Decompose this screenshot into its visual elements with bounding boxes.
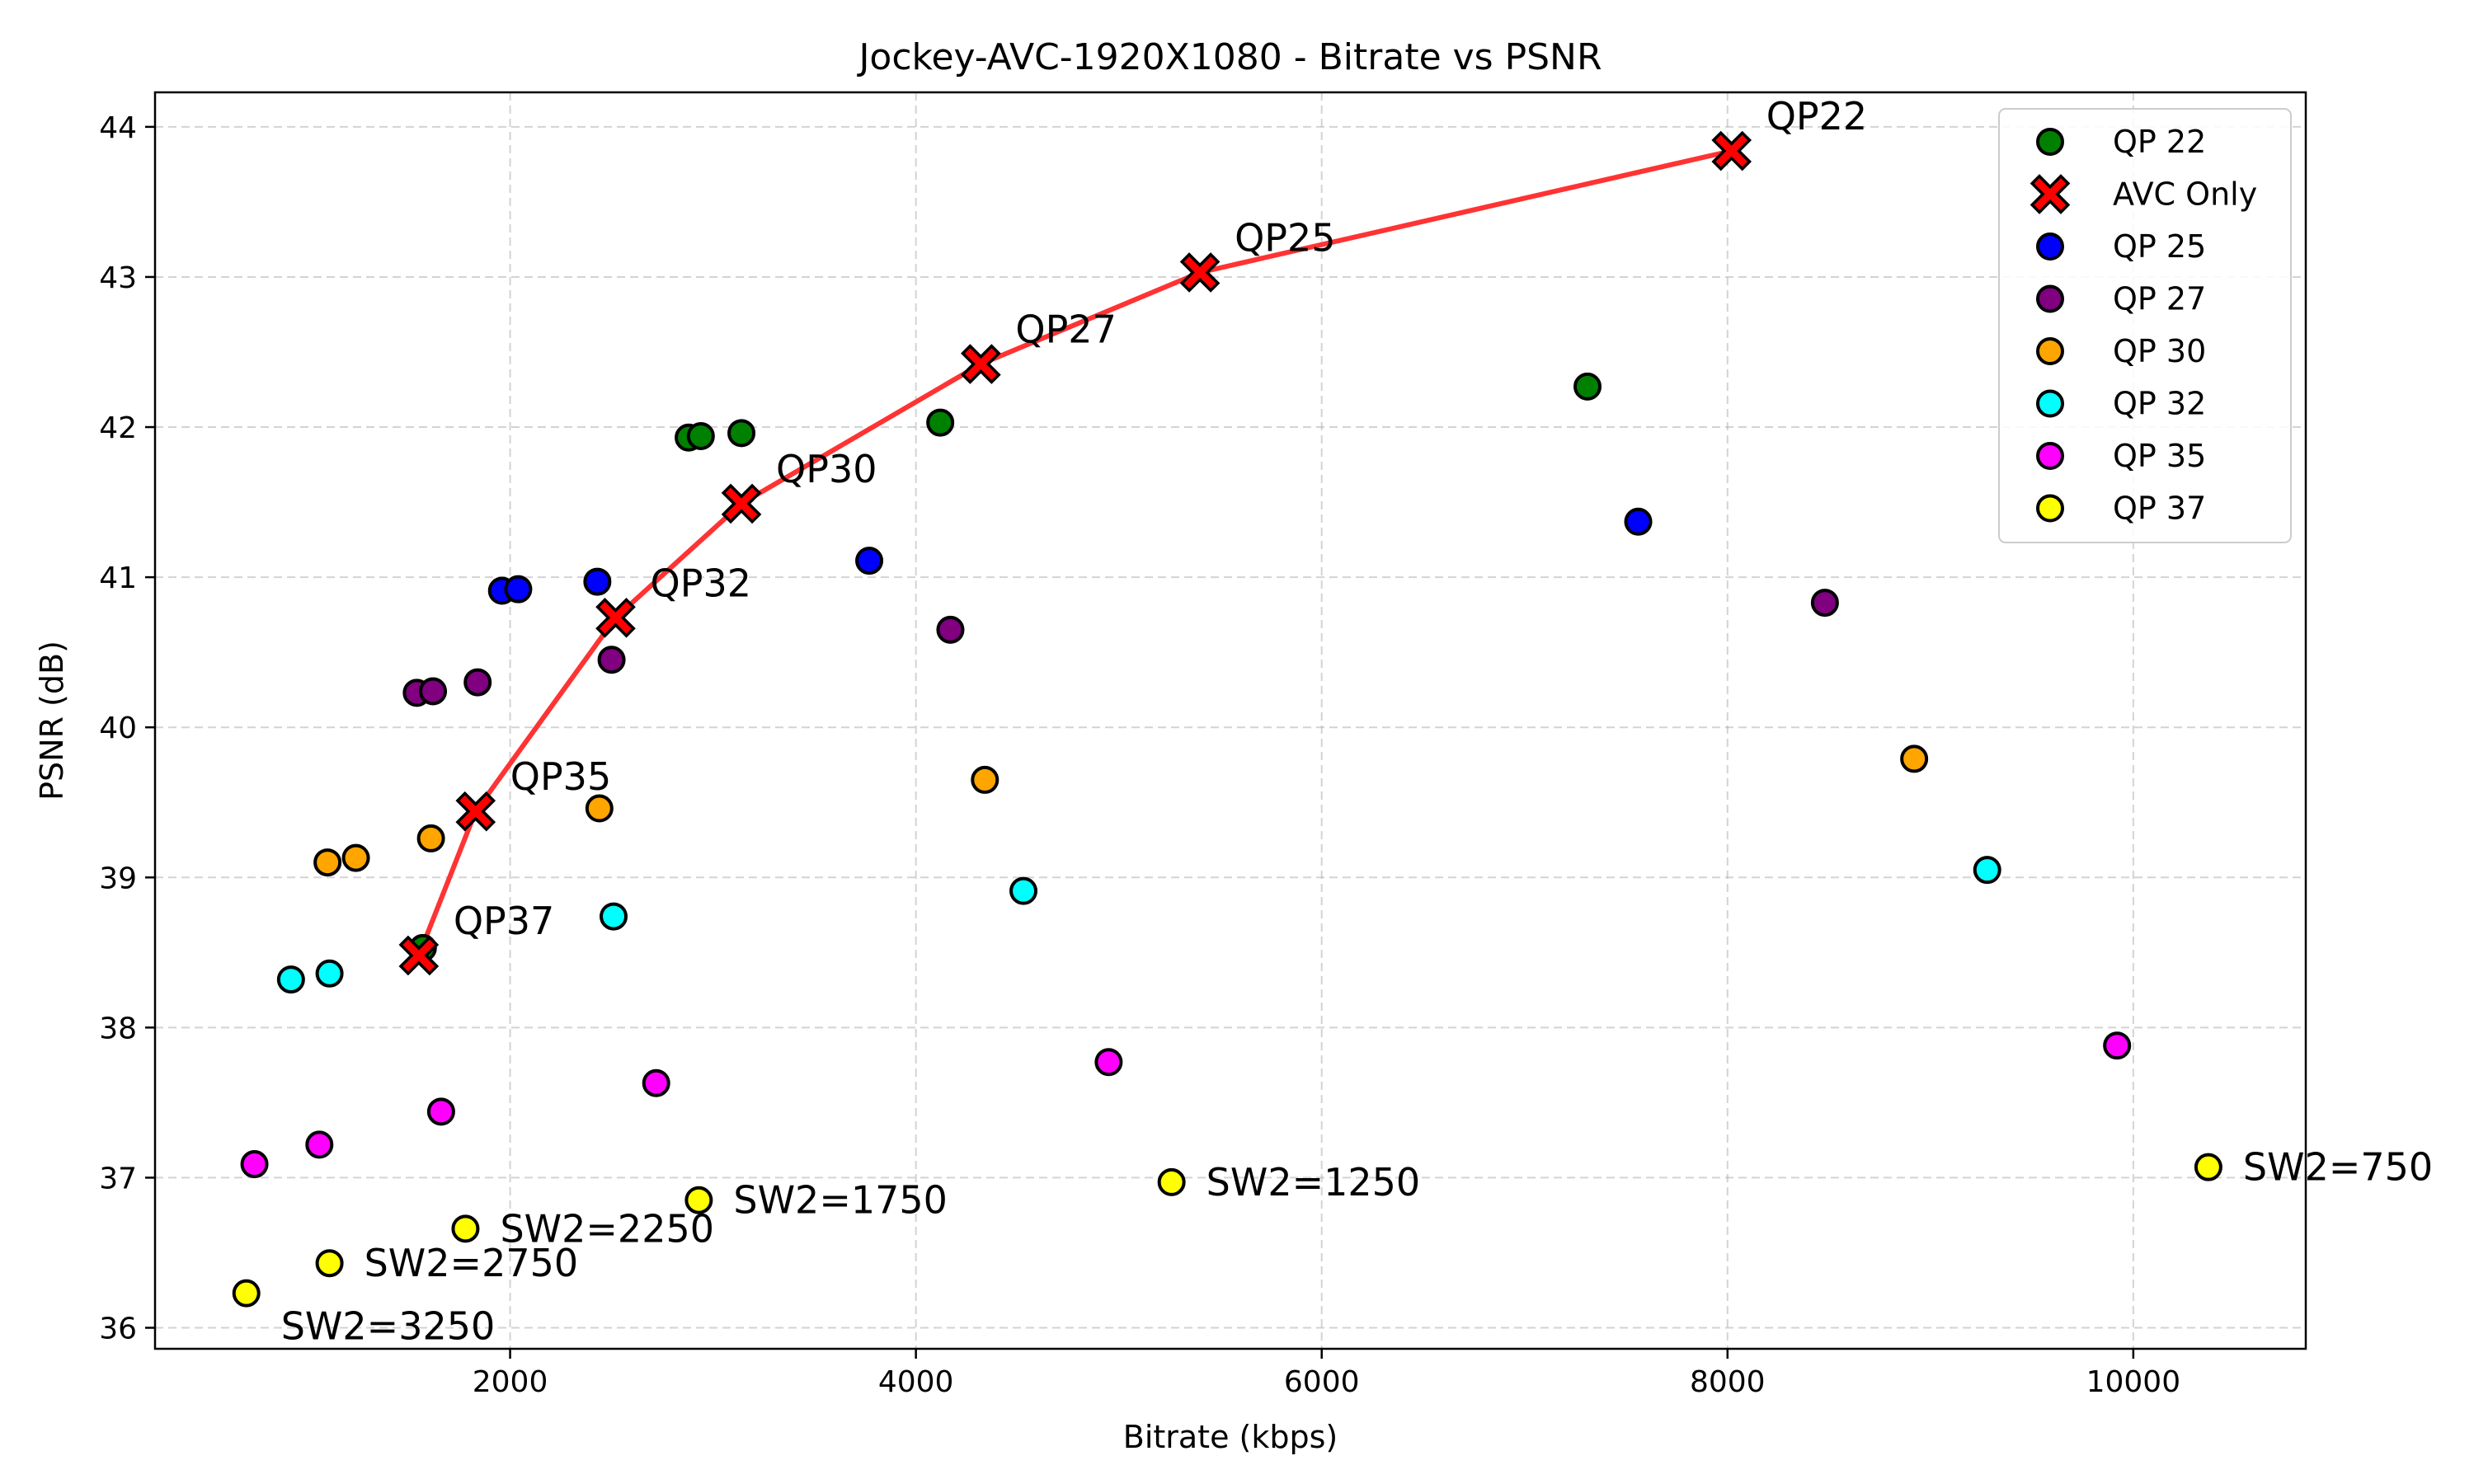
legend-marker-qp-25: [2036, 232, 2064, 261]
data-point-qp-35: [1094, 1048, 1123, 1077]
y-tick-label: 38: [99, 1012, 137, 1045]
data-point-qp-27: [463, 668, 492, 697]
legend-marker-qp-30: [2036, 337, 2064, 365]
x-tick-label: 2000: [473, 1365, 548, 1399]
annotation-label: SW2=2250: [500, 1206, 714, 1251]
legend-label-avc-only: AVC Only: [2113, 176, 2257, 213]
annotation-label: QP32: [651, 561, 751, 605]
legend-label-qp-37: QP 37: [2113, 491, 2206, 527]
data-point-qp-25: [1624, 507, 1653, 536]
legend-marker-qp-27: [2036, 284, 2064, 313]
data-point-qp-35: [642, 1068, 670, 1097]
data-point-qp-22: [686, 421, 715, 450]
data-point-qp-35: [240, 1150, 269, 1179]
y-tick-label: 42: [99, 411, 137, 445]
y-tick-label: 40: [99, 711, 137, 745]
annotation-label: QP37: [454, 899, 554, 943]
data-point-qp-30: [1900, 744, 1929, 773]
data-point-avc-only: [961, 344, 1001, 384]
annotation-label: SW2=1250: [1206, 1160, 1421, 1205]
chart-title: Jockey-AVC-1920X1080 - Bitrate vs PSNR: [856, 36, 1602, 78]
legend-marker-qp-37: [2036, 494, 2064, 523]
data-point-qp-35: [426, 1097, 455, 1126]
series-lines: [416, 148, 1733, 957]
annotation-label: SW2=2750: [365, 1241, 579, 1285]
data-point-qp-32: [1009, 876, 1038, 905]
plot-area-frame: [153, 91, 2307, 1350]
legend-marker-qp-35: [2036, 442, 2064, 470]
x-tick-label: 4000: [878, 1365, 954, 1399]
data-point-avc-only: [455, 791, 496, 832]
data-points: [232, 130, 2222, 1308]
data-point-qp-22: [1573, 372, 1602, 401]
data-point-qp-37: [684, 1186, 713, 1214]
data-point-avc-only: [398, 935, 440, 976]
data-point-qp-32: [276, 965, 305, 994]
data-point-qp-35: [305, 1130, 334, 1159]
data-point-qp-30: [313, 848, 342, 877]
annotation-label: SW2=750: [2243, 1145, 2433, 1190]
data-point-qp-27: [597, 646, 626, 674]
x-tick-label: 8000: [1690, 1365, 1766, 1399]
y-tick-label: 36: [99, 1313, 137, 1346]
data-point-qp-25: [583, 567, 612, 596]
annotation-label: QP35: [510, 754, 611, 799]
series-line-avc-only: [416, 148, 1733, 957]
data-point-qp-30: [416, 824, 445, 852]
x-tick-label: 10000: [2086, 1365, 2181, 1399]
data-point-qp-30: [585, 794, 614, 823]
data-point-qp-32: [315, 959, 344, 988]
annotation-label: QP30: [776, 447, 877, 491]
legend-marker-qp-32: [2036, 389, 2064, 418]
legend-label-qp-35: QP 35: [2113, 438, 2206, 474]
data-point-qp-30: [341, 843, 370, 872]
data-point-qp-37: [1157, 1167, 1186, 1196]
data-point-avc-only: [595, 597, 636, 638]
annotation-label: SW2=1750: [733, 1178, 948, 1223]
annotation-label: QP25: [1235, 215, 1335, 260]
y-tick-label: 44: [99, 111, 137, 145]
data-point-qp-32: [1973, 856, 2001, 885]
legend-label-qp-27: QP 27: [2113, 281, 2206, 317]
legend-marker-avc-only: [2030, 174, 2071, 214]
legend-label-qp-22: QP 22: [2113, 124, 2206, 160]
data-point-qp-37: [451, 1214, 480, 1243]
data-point-qp-25: [504, 575, 533, 603]
legend: QP 22 AVC Only QP 25 QP 27 QP 30 QP 32 QP 35 QP…: [1998, 108, 2292, 543]
data-point-qp-32: [600, 902, 628, 931]
legend-label-qp-30: QP 30: [2113, 333, 2206, 369]
data-point-qp-27: [936, 615, 965, 644]
data-point-qp-27: [419, 677, 448, 706]
data-point-qp-22: [926, 408, 955, 437]
data-point-qp-30: [971, 765, 999, 794]
annotations: QP22 QP25 QP27 QP30 QP32 QP35 QP37 SW2=750 SW2=1…: [281, 94, 2433, 1349]
legend-label-qp-32: QP 32: [2113, 386, 2206, 422]
y-tick-label: 41: [99, 561, 137, 595]
legend-label-qp-25: QP 25: [2113, 228, 2206, 265]
data-point-qp-25: [855, 547, 884, 575]
y-tick-label: 43: [99, 261, 137, 295]
data-point-qp-37: [2194, 1153, 2222, 1181]
annotation-label: QP22: [1766, 94, 1867, 139]
data-point-qp-22: [727, 419, 756, 448]
data-point-avc-only: [721, 483, 762, 524]
data-point-avc-only: [1711, 130, 1752, 171]
y-tick-label: 37: [99, 1162, 137, 1195]
y-axis-label: PSNR (dB): [34, 641, 70, 801]
x-tick-label: 6000: [1284, 1365, 1360, 1399]
data-point-qp-37: [315, 1249, 344, 1278]
legend-box: [1998, 108, 2292, 543]
data-point-qp-37: [232, 1279, 261, 1308]
y-tick-label: 39: [99, 862, 137, 895]
grid: [155, 92, 2306, 1349]
annotation-label: SW2=3250: [281, 1304, 496, 1349]
data-point-qp-35: [2103, 1031, 2132, 1060]
legend-marker-qp-22: [2036, 128, 2064, 156]
data-point-avc-only: [1179, 252, 1221, 293]
axis-ticks: 2000 4000 6000 8000 10000 36 37 38 39 40 41 42 43 44: [99, 111, 2180, 1399]
annotation-label: QP27: [1015, 308, 1116, 352]
data-point-qp-27: [1810, 589, 1839, 618]
x-axis-label: Bitrate (kbps): [1123, 1419, 1338, 1455]
